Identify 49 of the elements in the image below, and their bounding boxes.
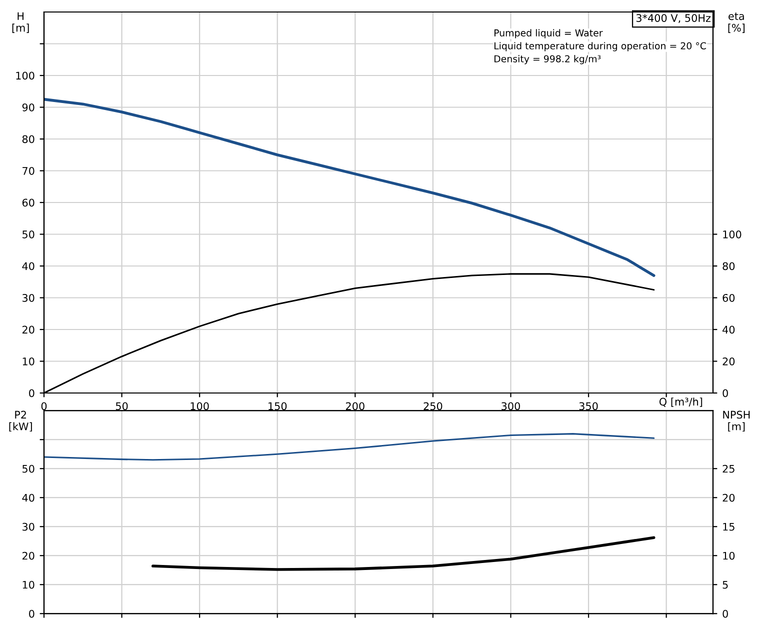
- y2-axis-title: eta [%]: [728, 12, 745, 33]
- y2-tick-label: 15: [723, 522, 734, 531]
- y-tick-label: 30: [22, 294, 34, 302]
- y2-tick-label: 0: [722, 389, 728, 398]
- annotation: Pumped liquid = Water: [494, 29, 603, 38]
- line-series: [44, 433, 655, 461]
- x-tick-label: 300: [502, 402, 520, 410]
- y-tick-label: 0: [29, 610, 34, 618]
- annotation: Liquid temperature during operation = 20 °C: [494, 42, 706, 52]
- y-tick-label: 90: [22, 103, 34, 112]
- y2-tick-label: 0: [722, 610, 728, 618]
- y-tick-label: 20: [22, 552, 34, 560]
- x-tick-label: 250: [424, 402, 442, 410]
- x-tick-label: 50: [116, 402, 128, 410]
- y-axis-title: P2 [kW]: [9, 410, 32, 432]
- x-tick-label: 350: [579, 402, 598, 410]
- line-series: [152, 536, 656, 571]
- y2-tick-label: 20: [722, 494, 735, 502]
- y2-tick-label: 80: [722, 262, 735, 270]
- y2-tick-label: 60: [722, 294, 735, 302]
- y-tick-label: 80: [22, 135, 34, 144]
- x-axis-title: Q [m³/h]: [659, 398, 702, 407]
- y2-tick-label: 40: [722, 326, 735, 334]
- x-tick-label: 0: [41, 402, 47, 410]
- line-series: [44, 98, 656, 277]
- y-tick-label: 50: [22, 464, 34, 473]
- y-tick-label: 40: [22, 262, 34, 270]
- y-tick-label: 10: [22, 357, 34, 366]
- y2-tick-label: 100: [723, 230, 742, 238]
- x-tick-label: 150: [268, 402, 287, 410]
- chart-title: 3*400 V, 50Hz: [636, 14, 711, 24]
- y-tick-label: 50: [22, 230, 34, 238]
- y-axis-title: H [m]: [12, 12, 29, 33]
- annotation: Density = 998.2 kg/m³: [494, 55, 601, 64]
- y2-tick-label: 20: [722, 357, 735, 366]
- y2-axis-title: NPSH [m]: [723, 410, 750, 432]
- y2-tick-label: 10: [723, 552, 735, 560]
- y-tick-label: 10: [22, 580, 34, 589]
- y2-tick-label: 5: [722, 580, 728, 589]
- y-tick-label: 30: [22, 522, 34, 531]
- y-tick-label: 60: [22, 198, 34, 207]
- x-tick-label: 100: [190, 402, 209, 410]
- y2-tick-label: 25: [722, 464, 734, 473]
- y-tick-label: 100: [16, 72, 34, 80]
- x-tick-label: 200: [346, 402, 364, 410]
- y-tick-label: 70: [22, 166, 34, 175]
- y-tick-label: 40: [22, 494, 34, 502]
- y-tick-label: 20: [22, 326, 34, 334]
- y-tick-label: 0: [29, 389, 34, 398]
